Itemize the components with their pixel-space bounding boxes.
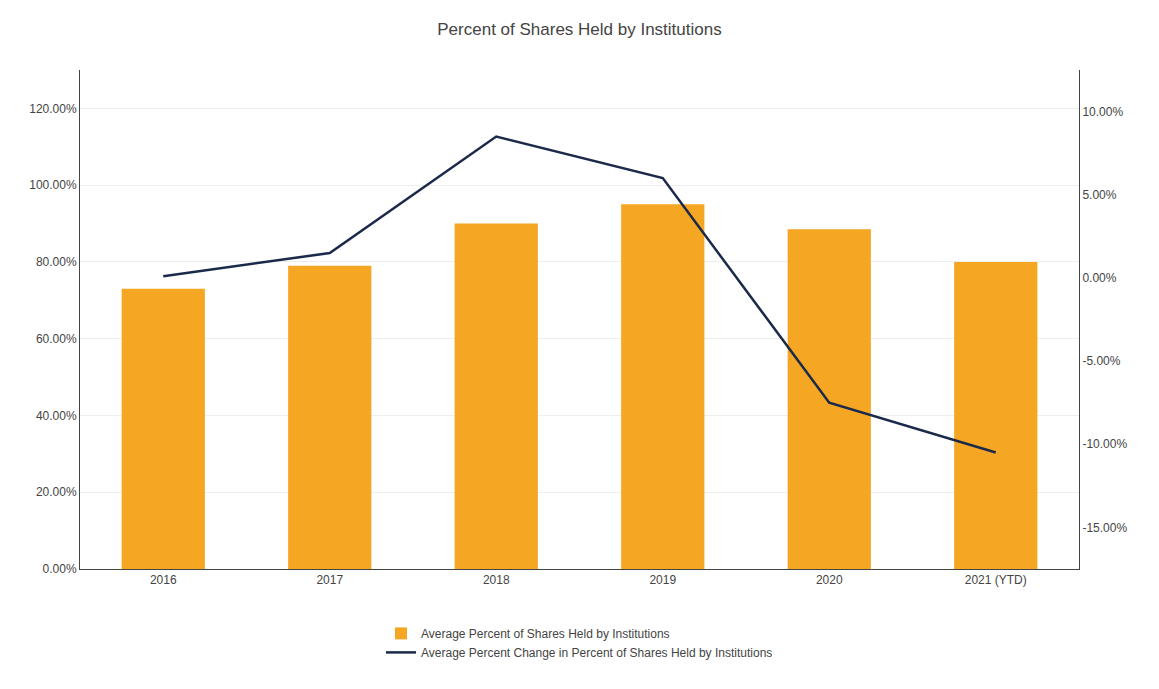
svg-text:0.00%: 0.00% bbox=[43, 562, 77, 576]
svg-text:20.00%: 20.00% bbox=[36, 485, 77, 499]
svg-text:60.00%: 60.00% bbox=[36, 332, 77, 346]
svg-text:2016: 2016 bbox=[150, 573, 177, 587]
svg-text:-10.00%: -10.00% bbox=[1082, 437, 1127, 451]
svg-text:2021 (YTD): 2021 (YTD) bbox=[965, 573, 1027, 587]
svg-text:-15.00%: -15.00% bbox=[1082, 521, 1127, 535]
svg-text:2019: 2019 bbox=[649, 573, 676, 587]
svg-text:Average Percent of Shares Held: Average Percent of Shares Held by Instit… bbox=[421, 627, 670, 641]
svg-text:100.00%: 100.00% bbox=[29, 178, 77, 192]
svg-text:2020: 2020 bbox=[816, 573, 843, 587]
svg-text:2018: 2018 bbox=[483, 573, 510, 587]
svg-text:40.00%: 40.00% bbox=[36, 409, 77, 423]
svg-text:120.00%: 120.00% bbox=[29, 102, 77, 116]
svg-text:5.00%: 5.00% bbox=[1082, 188, 1116, 202]
svg-text:0.00%: 0.00% bbox=[1082, 271, 1116, 285]
svg-text:10.00%: 10.00% bbox=[1082, 105, 1123, 119]
svg-text:-5.00%: -5.00% bbox=[1082, 354, 1120, 368]
svg-text:80.00%: 80.00% bbox=[36, 255, 77, 269]
svg-text:2017: 2017 bbox=[316, 573, 343, 587]
svg-text:Percent of Shares Held by Inst: Percent of Shares Held by Institutions bbox=[437, 20, 721, 39]
svg-text:Average Percent Change in Perc: Average Percent Change in Percent of Sha… bbox=[421, 646, 772, 660]
